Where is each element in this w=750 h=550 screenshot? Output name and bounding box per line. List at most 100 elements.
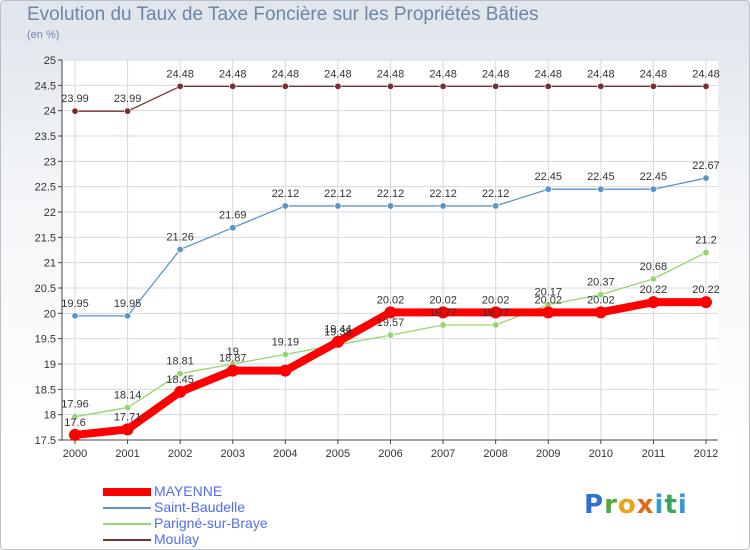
data-point-saint-baudelle (439, 202, 447, 210)
data-label-moulay: 24.48 (377, 68, 405, 80)
data-point-mayenne (69, 428, 81, 441)
data-point-parigne-sur-braye (439, 321, 447, 329)
data-point-saint-baudelle (71, 312, 79, 320)
y-tick-label: 22 (44, 207, 56, 219)
x-tick-label: 2006 (378, 448, 402, 460)
data-point-saint-baudelle (176, 245, 184, 253)
data-point-moulay (124, 107, 132, 115)
data-label-mayenne: 20.22 (692, 284, 720, 296)
proxiti-logo: Proxiti (584, 490, 688, 520)
data-label-saint-baudelle: 22.12 (482, 188, 510, 200)
data-point-parigne-sur-braye (702, 249, 710, 257)
data-point-moulay (229, 82, 237, 90)
data-label-moulay: 24.48 (219, 68, 247, 80)
data-point-parigne-sur-braye (386, 331, 394, 339)
legend-label-mayenne: MAYENNE (154, 483, 223, 499)
data-label-saint-baudelle: 22.12 (272, 188, 300, 200)
y-tick-label: 19 (44, 359, 56, 371)
data-point-saint-baudelle (124, 312, 132, 320)
data-label-parigne-sur-braye: 20.37 (587, 277, 615, 289)
data-point-moulay (176, 82, 184, 90)
data-label-parigne-sur-braye: 20.68 (640, 261, 668, 273)
data-point-saint-baudelle (702, 174, 710, 182)
data-point-parigne-sur-braye (281, 350, 289, 358)
data-point-mayenne (594, 306, 607, 319)
data-point-moulay (439, 82, 447, 90)
data-point-mayenne (489, 306, 502, 319)
data-label-moulay: 23.99 (114, 93, 142, 105)
data-point-parigne-sur-braye (597, 291, 605, 299)
x-tick-label: 2012 (694, 448, 718, 460)
data-label-saint-baudelle: 22.45 (534, 171, 562, 183)
data-label-parigne-sur-braye: 18.14 (114, 390, 142, 402)
data-label-mayenne: 20.02 (534, 294, 562, 306)
data-point-saint-baudelle (386, 202, 394, 210)
x-tick-label: 2009 (536, 448, 560, 460)
y-tick-label: 17.5 (35, 435, 56, 447)
data-point-moulay (544, 82, 552, 90)
data-label-mayenne: 20.22 (640, 284, 668, 296)
data-label-mayenne: 17.71 (114, 411, 142, 423)
data-label-mayenne: 17.6 (64, 417, 85, 429)
data-label-moulay: 24.48 (482, 68, 510, 80)
legend-swatch-parigne-sur-braye (103, 523, 151, 525)
x-tick-label: 2000 (63, 448, 87, 460)
chart-unit-label: (en %) (27, 29, 60, 41)
data-point-saint-baudelle (492, 202, 500, 210)
x-tick-label: 2001 (115, 448, 139, 460)
data-point-mayenne (647, 296, 660, 309)
y-tick-label: 18 (44, 410, 56, 422)
y-tick-label: 24 (44, 106, 56, 118)
data-label-saint-baudelle: 19.95 (114, 298, 142, 310)
data-point-mayenne (279, 364, 292, 377)
data-point-saint-baudelle (281, 202, 289, 210)
data-point-mayenne (174, 385, 187, 398)
data-point-moulay (702, 82, 710, 90)
y-tick-label: 18.5 (35, 384, 56, 396)
data-label-parigne-sur-braye: 21.2 (695, 235, 716, 247)
data-point-mayenne (121, 423, 134, 436)
data-label-parigne-sur-braye: 19.57 (377, 317, 405, 329)
data-point-mayenne (226, 364, 239, 377)
x-tick-label: 2002 (168, 448, 192, 460)
data-label-mayenne: 20.02 (587, 294, 615, 306)
data-point-parigne-sur-braye (492, 321, 500, 329)
data-label-saint-baudelle: 22.12 (429, 188, 457, 200)
data-label-saint-baudelle: 22.67 (692, 160, 720, 172)
data-label-mayenne: 20.02 (482, 294, 510, 306)
data-label-moulay: 24.48 (534, 68, 562, 80)
data-label-moulay: 23.99 (61, 93, 89, 105)
data-point-moulay (334, 82, 342, 90)
data-point-saint-baudelle (229, 224, 237, 232)
data-point-parigne-sur-braye (71, 413, 79, 421)
y-tick-label: 23.5 (35, 131, 56, 143)
data-point-saint-baudelle (544, 185, 552, 193)
data-point-mayenne (384, 306, 397, 319)
data-label-saint-baudelle: 22.45 (587, 171, 615, 183)
y-tick-label: 23 (44, 156, 56, 168)
data-label-moulay: 24.48 (640, 68, 668, 80)
chart-title: Evolution du Taux de Taxe Foncière sur l… (27, 4, 539, 25)
legend-label-parigne-sur-braye: Parigné-sur-Braye (154, 515, 268, 531)
data-point-moulay (386, 82, 394, 90)
y-tick-label: 21 (44, 258, 56, 270)
y-tick-label: 20 (44, 308, 56, 320)
legend-swatch-saint-baudelle (103, 507, 151, 509)
data-label-parigne-sur-braye: 19.77 (482, 307, 510, 319)
data-point-moulay (649, 82, 657, 90)
data-label-moulay: 24.48 (272, 68, 300, 80)
y-tick-label: 25 (44, 55, 56, 67)
data-point-mayenne (542, 306, 555, 319)
data-label-saint-baudelle: 22.12 (324, 188, 352, 200)
data-point-saint-baudelle (334, 202, 342, 210)
data-label-moulay: 24.48 (166, 68, 194, 80)
data-label-mayenne: 20.02 (429, 294, 457, 306)
y-tick-label: 19.5 (35, 334, 56, 346)
data-label-saint-baudelle: 22.45 (640, 171, 668, 183)
data-label-parigne-sur-braye: 19.19 (272, 336, 300, 348)
data-label-parigne-sur-braye: 17.96 (61, 399, 89, 411)
data-label-parigne-sur-braye: 19.77 (429, 307, 457, 319)
data-point-moulay (597, 82, 605, 90)
data-label-saint-baudelle: 19.95 (61, 298, 89, 310)
